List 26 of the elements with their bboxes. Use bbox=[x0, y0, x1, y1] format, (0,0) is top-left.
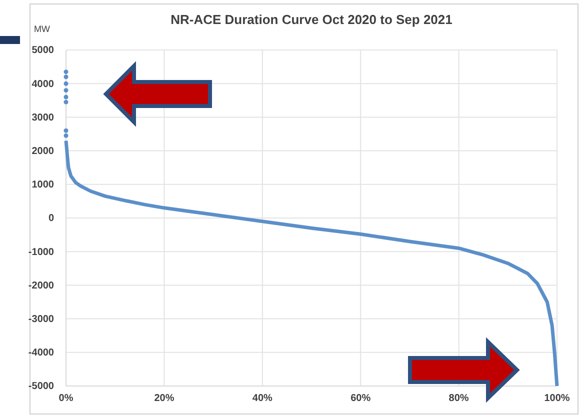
y-tick-label: 0 bbox=[48, 213, 54, 224]
y-tick-label: -4000 bbox=[28, 348, 54, 359]
chart-title: NR-ACE Duration Curve Oct 2020 to Sep 2021 bbox=[170, 12, 452, 27]
point bbox=[64, 128, 68, 133]
x-tick-label: 40% bbox=[252, 393, 273, 404]
y-tick-label: 1000 bbox=[32, 180, 54, 191]
y-tick-label: -5000 bbox=[28, 381, 54, 392]
y-tick-label: 3000 bbox=[32, 112, 54, 124]
x-tick-label: 0% bbox=[58, 393, 74, 404]
y-tick-label: 5000 bbox=[32, 45, 54, 56]
x-tick-label: 80% bbox=[448, 393, 469, 404]
point bbox=[64, 88, 68, 93]
y-tick-label: -3000 bbox=[28, 314, 54, 325]
point bbox=[64, 133, 68, 138]
x-tick-label: 60% bbox=[350, 393, 371, 404]
point bbox=[64, 74, 68, 80]
y-tick-label: -1000 bbox=[28, 246, 54, 258]
y-axis-title: MW bbox=[34, 24, 50, 34]
y-tick-label: 4000 bbox=[32, 78, 54, 90]
point bbox=[64, 94, 68, 100]
point bbox=[64, 70, 68, 74]
y-tick-label: -2000 bbox=[28, 280, 54, 292]
x-tick-label: 20% bbox=[154, 393, 174, 404]
y-tick-label: 2000 bbox=[32, 146, 54, 157]
x-tick-label: 100% bbox=[544, 393, 570, 404]
point bbox=[64, 100, 68, 104]
